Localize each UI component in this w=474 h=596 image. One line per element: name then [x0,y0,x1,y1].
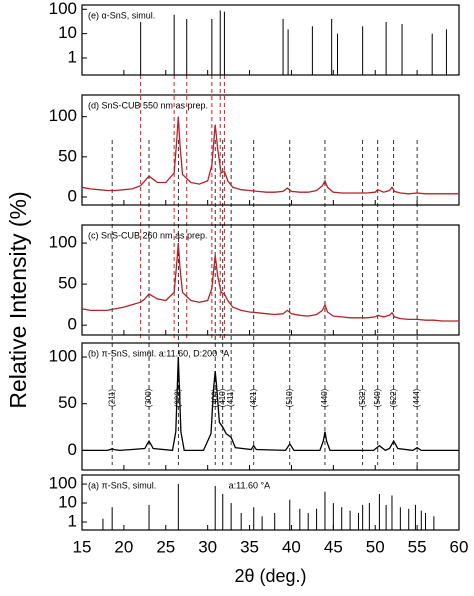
hkl-label: (444) [412,388,421,407]
x-tick-label: 15 [73,537,92,556]
y-tick-label: 1 [68,512,77,531]
y-axis-label: Relative Intensity (%) [5,191,31,408]
hkl-label: (222) [173,388,182,407]
x-tick-label: 35 [240,537,259,556]
hkl-label: (300) [144,388,153,407]
panel-label: (c) SnS-CUB 260 nm as prep. [88,230,208,240]
panel-label: (b) π-SnS, simul. a:11.60, D:200 °A [88,348,229,358]
y-tick-label: 50 [58,146,77,165]
hkl-label: (622) [389,388,398,407]
hkl-label: (440) [320,388,329,407]
y-tick-label: 50 [58,393,77,412]
hkl-label: (540) [373,388,382,407]
hkl-label: (532) [358,388,367,407]
hkl-label: (211) [107,389,116,407]
y-tick-label: 0 [68,186,77,205]
x-tick-label: 40 [282,537,301,556]
plot-frame [81,94,460,206]
hkl-label: (400) [210,388,219,407]
y-tick-label: 0 [68,315,77,334]
y-tick-label: 10 [58,23,77,42]
plot-frame [81,224,460,336]
panel-label: (e) α-SnS, simul. [88,10,155,20]
x-tick-label: 60 [450,537,469,556]
series-line [82,356,459,452]
y-tick-label: 100 [49,0,77,18]
y-tick-label: 1 [68,47,77,66]
x-axis-label: 2θ (deg.) [234,566,306,586]
hkl-label: (410) [218,388,227,407]
hkl-label: (510) [285,388,294,407]
x-tick-label: 55 [408,537,427,556]
plot-frame [81,4,460,76]
panel-label: (a) π-SnS, simul. [88,480,156,490]
x-tick-label: 25 [156,537,175,556]
x-tick-label: 45 [324,537,343,556]
x-tick-label: 20 [114,537,133,556]
y-tick-label: 10 [58,493,77,512]
y-tick-label: 100 [49,106,77,125]
hkl-label: (421) [249,388,258,407]
x-tick-label: 50 [366,537,385,556]
x-tick-label: 30 [198,537,217,556]
y-tick-label: 50 [58,274,77,293]
hkl-label: (411) [226,389,235,407]
plot-frame [81,342,460,471]
y-tick-label: 100 [49,474,77,493]
y-tick-label: 0 [68,440,77,459]
series-line [81,116,459,195]
plot-frame [81,474,460,531]
series-line [81,243,459,322]
panel-note: a:11.60 °A [229,480,270,490]
y-tick-label: 100 [49,346,77,365]
panel-label: (d) SnS-CUB 550 nm as prep. [88,100,208,110]
y-tick-label: 100 [49,233,77,252]
